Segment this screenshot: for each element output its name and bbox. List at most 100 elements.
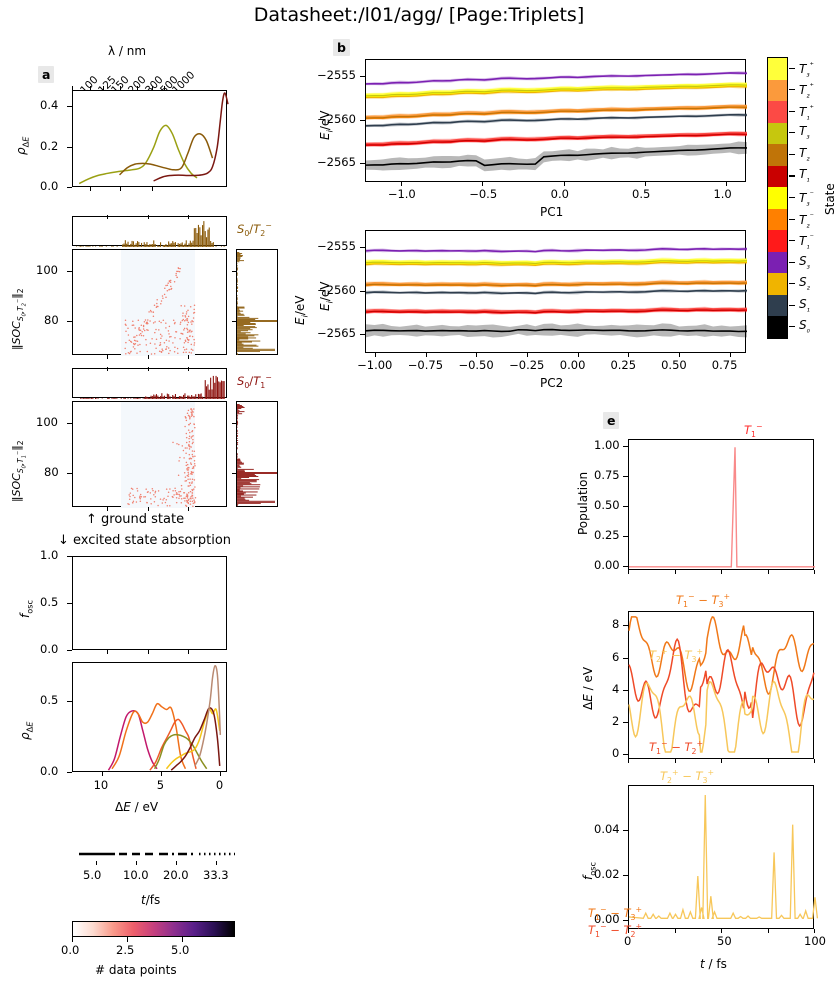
scatter-point — [188, 440, 191, 443]
scatter-point — [185, 319, 187, 321]
panel-b-pc2-axes — [365, 230, 748, 353]
hist-bar — [181, 396, 183, 399]
scatter-point — [191, 435, 193, 438]
hist-bar — [237, 481, 257, 483]
scatter-point — [189, 335, 191, 337]
scatter-point — [154, 495, 157, 498]
hist-bar — [237, 482, 250, 484]
scatter-point — [188, 467, 190, 469]
scatter-point — [191, 442, 194, 445]
hist-bar — [237, 328, 251, 330]
scatter-point — [167, 491, 170, 494]
hist-bar — [96, 398, 98, 399]
scatter-point — [128, 352, 131, 355]
scatter-point — [139, 350, 141, 353]
scatter-point — [178, 491, 180, 493]
scatter-point — [170, 288, 172, 291]
hist-bar — [95, 397, 97, 399]
population-ytickmark — [623, 536, 628, 538]
panel-b-line — [365, 259, 748, 265]
scatter-point — [160, 337, 162, 339]
panel-b-pc1-plot — [365, 71, 748, 172]
scatter-point — [176, 270, 178, 273]
scatter-point — [188, 437, 190, 440]
colorbar-tick: 0.0 — [61, 943, 80, 957]
panel-b-line — [365, 258, 748, 263]
hist-bar — [237, 347, 253, 349]
hist-bar — [207, 229, 209, 247]
state-legend-swatch[interactable] — [768, 79, 787, 102]
state-legend-swatch[interactable] — [768, 273, 787, 296]
hist-bar — [237, 272, 238, 274]
scatter-point — [184, 500, 186, 502]
panel-a-axes — [72, 90, 229, 187]
hist-bar — [216, 377, 218, 399]
scatter-point — [161, 295, 164, 297]
scatter-point — [193, 308, 195, 311]
state-legend-swatch[interactable] — [768, 208, 787, 231]
scatter-point — [192, 438, 194, 441]
scatter-point — [154, 490, 157, 493]
scatter-point — [187, 321, 190, 324]
scatter-point — [128, 339, 131, 341]
panel-b-pc2-ylabel: Ei/eV — [318, 281, 335, 311]
hist-bar — [195, 394, 197, 399]
state-legend-swatch[interactable] — [768, 165, 787, 188]
hist-bar — [237, 297, 238, 299]
state-legend-label: T₁⁻ — [799, 232, 814, 251]
hist-bar — [237, 413, 243, 415]
scatter-point — [124, 347, 126, 350]
hist-bar — [237, 430, 238, 432]
hist-bar — [153, 240, 155, 247]
hist-bar — [237, 324, 256, 325]
hist-bar — [143, 242, 145, 247]
hist-bar — [204, 231, 206, 247]
state-legend-swatch[interactable] — [768, 316, 787, 339]
state-legend-swatch[interactable] — [768, 144, 787, 167]
scatter-point — [158, 350, 161, 353]
hist-bar — [237, 475, 257, 476]
state-legend-swatch[interactable] — [768, 230, 787, 253]
state-legend-swatch[interactable] — [768, 58, 787, 81]
hist-bar — [237, 448, 238, 450]
hist-bar — [237, 420, 238, 422]
panel-b-pc1-xtickmark — [726, 182, 728, 186]
scatter-point — [176, 442, 178, 445]
state-legend-swatch[interactable] — [768, 294, 787, 318]
state-legend-swatch[interactable] — [768, 122, 787, 145]
scatter-point — [160, 351, 163, 353]
population-ytick: 0.00 — [594, 558, 620, 573]
panel-b-pc2-xtickmark — [628, 353, 630, 357]
hist-bar — [237, 308, 239, 310]
state-legend-title: State — [823, 183, 837, 215]
scatter-point — [173, 322, 176, 325]
hist-bar — [219, 382, 221, 399]
scatter-point — [168, 333, 170, 335]
hist-bar — [130, 398, 132, 399]
scatter-point — [168, 336, 171, 338]
hist-bar — [237, 342, 242, 344]
scatter-point — [165, 322, 167, 324]
state-legend-swatch[interactable] — [768, 101, 787, 124]
hist-bar — [237, 472, 277, 473]
hist-bar — [237, 444, 239, 446]
deltaE-ytick: 8 — [612, 617, 620, 632]
deltaE-ytick: 6 — [612, 649, 620, 664]
panel-b-pc2-xtickmark — [577, 353, 579, 357]
scatter-point — [191, 409, 193, 411]
hist-bar — [237, 348, 275, 350]
hist-bar — [237, 314, 245, 316]
hist-bar — [237, 281, 238, 283]
scatter-point — [144, 319, 147, 321]
hist-bar — [237, 442, 239, 443]
hist-bar — [237, 438, 238, 439]
state-legend-swatch[interactable] — [768, 187, 787, 210]
state-legend-swatch[interactable] — [768, 251, 787, 274]
hist-bar — [237, 290, 238, 291]
linestyle-tickmark — [96, 861, 97, 865]
scatter-point — [165, 327, 167, 329]
hist-bar — [237, 269, 238, 271]
scatter-point — [166, 345, 168, 348]
panel-a-bottom-tick — [120, 187, 121, 191]
scatter-point — [193, 415, 195, 418]
